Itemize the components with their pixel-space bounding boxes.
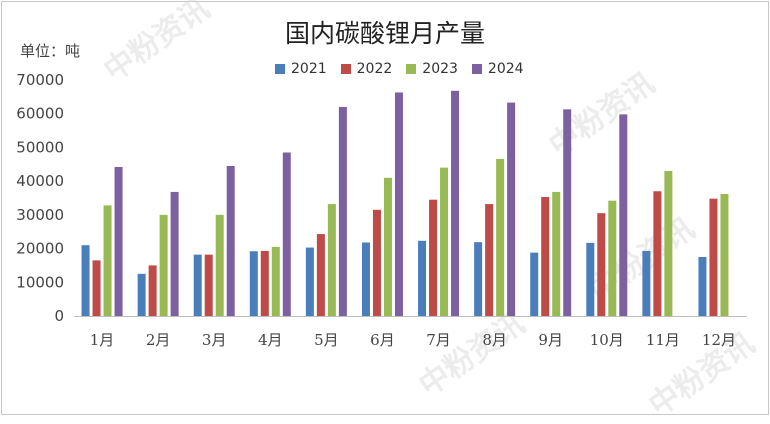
y-tick-label: 40000 (16, 172, 64, 190)
bar-2024-1 (114, 166, 123, 316)
legend-swatch (471, 64, 482, 74)
bar-2022-3 (204, 254, 213, 316)
x-tick-label: 10月 (590, 331, 624, 349)
bar-2023-3 (215, 214, 224, 316)
bar-2023-10 (608, 200, 617, 316)
bar-2021-7 (418, 240, 427, 316)
bar-2023-7 (440, 167, 449, 316)
y-tick-label: 30000 (16, 206, 64, 224)
x-tick-label: 3月 (202, 331, 227, 349)
x-tick-label: 7月 (426, 331, 451, 349)
chart-title: 国内碳酸锂月产量 (284, 19, 485, 48)
bar-2024-6 (394, 92, 403, 316)
bar-2024-5 (338, 106, 347, 316)
bar-2024-10 (619, 114, 628, 316)
bar-2022-7 (429, 199, 438, 316)
bar-2022-10 (597, 213, 606, 316)
x-tick-label: 5月 (314, 331, 339, 349)
x-tick-label: 1月 (90, 331, 115, 349)
bar-2021-8 (474, 242, 483, 316)
bar-2021-5 (305, 247, 314, 316)
bar-2022-4 (260, 250, 269, 316)
bar-2024-8 (507, 102, 516, 317)
x-tick-label: 6月 (370, 331, 395, 349)
legend-swatch (406, 64, 417, 74)
bar-2021-11 (642, 250, 651, 316)
bar-2022-6 (372, 209, 381, 316)
x-tick-label: 12月 (702, 331, 736, 349)
bar-2023-11 (664, 171, 673, 316)
bar-2024-3 (226, 165, 235, 316)
bar-2023-5 (327, 204, 336, 316)
bar-2023-12 (720, 193, 729, 316)
bar-2024-7 (451, 90, 460, 316)
y-tick-label: 50000 (16, 138, 64, 156)
legend: 2021 2022 2023 2024 (275, 59, 524, 79)
bar-2021-2 (137, 273, 146, 316)
bar-2022-1 (92, 260, 101, 316)
bar-2021-6 (361, 242, 370, 316)
bar-2024-2 (170, 191, 179, 316)
legend-item-2022: 2022 (340, 61, 393, 77)
legend-item-2023: 2023 (406, 61, 458, 77)
bar-2022-9 (541, 196, 550, 316)
bar-2023-9 (552, 191, 561, 316)
y-tick-label: 60000 (16, 105, 64, 123)
bar-2024-9 (563, 109, 572, 317)
bar-2023-1 (103, 205, 112, 316)
legend-item-2024: 2024 (471, 61, 524, 77)
x-tick-label: 9月 (538, 331, 563, 349)
bar-2024-4 (282, 152, 291, 316)
bar-2023-6 (383, 177, 392, 316)
bar-2023-2 (159, 214, 168, 316)
y-tick-label: 20000 (16, 240, 64, 258)
bar-2021-4 (249, 251, 258, 316)
bar-2022-11 (653, 191, 662, 316)
x-tick-label: 4月 (258, 331, 283, 349)
legend-label: 2023 (422, 61, 458, 77)
y-tick-label: 70000 (16, 71, 64, 89)
bar-2023-4 (271, 246, 280, 316)
legend-label: 2022 (356, 61, 393, 77)
x-tick-label: 11月 (646, 331, 680, 349)
bar-2022-8 (485, 204, 494, 316)
legend-label: 2021 (291, 61, 327, 77)
y-tick-label: 10000 (16, 273, 64, 291)
y-tick-label: 0 (54, 307, 64, 325)
bar-2021-9 (530, 252, 539, 316)
bar-2021-12 (698, 257, 707, 316)
bar-2021-3 (193, 254, 202, 316)
bar-2022-5 (316, 234, 325, 316)
x-tick-label: 2月 (146, 331, 171, 349)
bar-2023-8 (496, 158, 505, 316)
legend-item-2021: 2021 (275, 61, 327, 77)
bar-2021-10 (586, 242, 595, 316)
bar-2022-2 (148, 265, 157, 316)
legend-label: 2024 (487, 61, 524, 77)
y-axis-unit-label: 单位：吨 (20, 42, 81, 60)
x-tick-label: 8月 (482, 331, 507, 349)
bar-2021-1 (81, 245, 90, 316)
legend-swatch (340, 64, 351, 74)
legend-swatch (275, 64, 285, 74)
bar-2022-12 (709, 198, 718, 316)
